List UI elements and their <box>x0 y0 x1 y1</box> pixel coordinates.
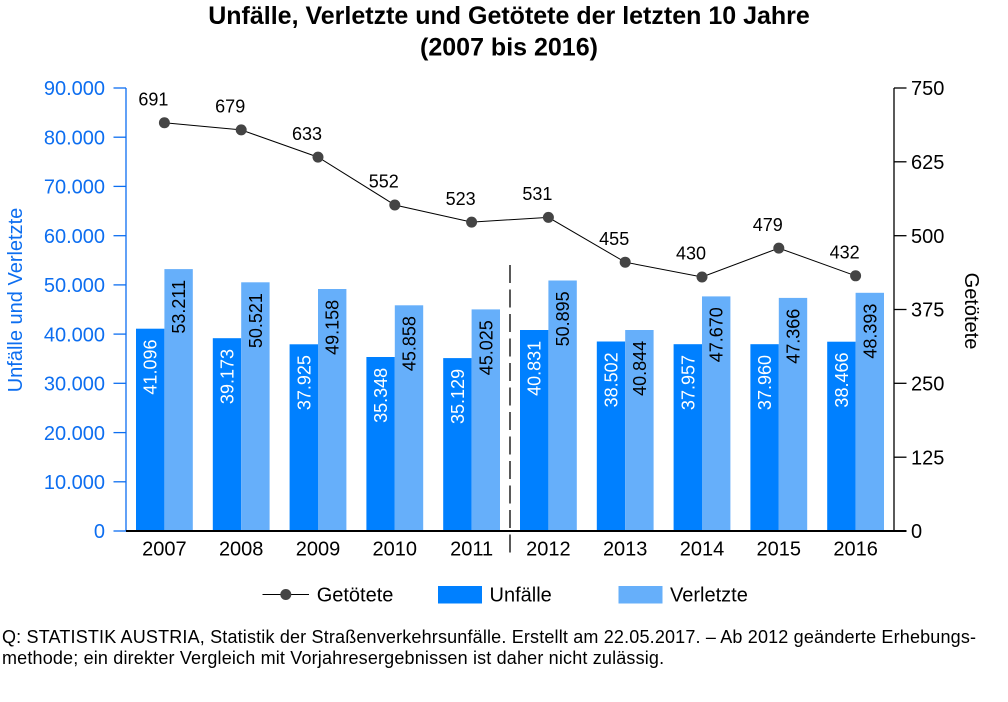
svg-text:Unfälle, Verletzte und Getötet: Unfälle, Verletzte und Getötete der letz… <box>208 2 810 30</box>
svg-text:60.000: 60.000 <box>44 226 105 248</box>
svg-text:90.000: 90.000 <box>44 78 105 100</box>
svg-text:Getötete: Getötete <box>317 585 394 607</box>
svg-text:479: 479 <box>753 215 783 235</box>
svg-text:30.000: 30.000 <box>44 374 105 396</box>
svg-text:2009: 2009 <box>296 539 341 561</box>
svg-text:625: 625 <box>911 152 944 174</box>
svg-text:50.521: 50.521 <box>246 293 266 348</box>
svg-text:455: 455 <box>599 229 629 249</box>
svg-text:40.831: 40.831 <box>525 341 545 396</box>
svg-text:750: 750 <box>911 78 944 100</box>
svg-text:41.096: 41.096 <box>141 340 161 395</box>
svg-text:523: 523 <box>446 189 476 209</box>
svg-text:45.858: 45.858 <box>400 316 420 371</box>
svg-text:Q: STATISTIK AUSTRIA, Statisti: Q: STATISTIK AUSTRIA, Statistik der Stra… <box>2 627 976 647</box>
svg-text:250: 250 <box>911 374 944 396</box>
svg-text:2013: 2013 <box>603 539 648 561</box>
svg-text:48.393: 48.393 <box>860 304 880 359</box>
svg-text:40.844: 40.844 <box>630 341 650 396</box>
svg-text:80.000: 80.000 <box>44 127 105 149</box>
svg-text:552: 552 <box>369 172 399 192</box>
svg-text:Getötete: Getötete <box>960 273 982 350</box>
svg-text:500: 500 <box>911 226 944 248</box>
svg-text:10.000: 10.000 <box>44 472 105 494</box>
svg-text:40.000: 40.000 <box>44 324 105 346</box>
svg-text:2015: 2015 <box>757 539 802 561</box>
svg-text:50.895: 50.895 <box>553 291 573 346</box>
svg-text:47.670: 47.670 <box>707 307 727 362</box>
svg-text:50.000: 50.000 <box>44 275 105 297</box>
svg-text:2011: 2011 <box>450 539 493 561</box>
svg-text:2008: 2008 <box>219 539 264 561</box>
svg-text:691: 691 <box>138 90 168 110</box>
svg-text:47.366: 47.366 <box>784 309 804 364</box>
svg-text:Unfälle und Verletzte: Unfälle und Verletzte <box>5 208 27 393</box>
svg-text:49.158: 49.158 <box>323 300 343 355</box>
svg-text:531: 531 <box>522 184 552 204</box>
svg-text:38.466: 38.466 <box>832 353 852 408</box>
svg-text:(2007 bis 2016): (2007 bis 2016) <box>420 34 598 62</box>
svg-text:53.211: 53.211 <box>169 280 189 334</box>
svg-text:37.925: 37.925 <box>294 355 314 410</box>
svg-text:125: 125 <box>911 447 944 469</box>
svg-text:430: 430 <box>676 244 706 264</box>
svg-text:633: 633 <box>292 124 322 144</box>
svg-text:38.502: 38.502 <box>602 352 622 407</box>
svg-text:37.960: 37.960 <box>755 355 775 410</box>
svg-text:37.957: 37.957 <box>678 355 698 410</box>
svg-text:0: 0 <box>94 521 105 543</box>
svg-text:2007: 2007 <box>142 539 187 561</box>
svg-text:39.173: 39.173 <box>218 349 238 404</box>
svg-text:35.348: 35.348 <box>371 368 391 423</box>
svg-text:Verletzte: Verletzte <box>670 585 748 607</box>
svg-text:2016: 2016 <box>833 539 878 561</box>
svg-text:375: 375 <box>911 300 944 322</box>
svg-text:Unfälle: Unfälle <box>490 585 552 607</box>
svg-text:432: 432 <box>830 243 860 263</box>
svg-text:45.025: 45.025 <box>476 320 496 375</box>
svg-text:0: 0 <box>911 521 922 543</box>
svg-text:2012: 2012 <box>526 539 571 561</box>
svg-text:methode; ein direkter Vergleic: methode; ein direkter Vergleich mit Vorj… <box>2 648 664 668</box>
svg-text:2010: 2010 <box>373 539 418 561</box>
svg-text:35.129: 35.129 <box>448 369 468 424</box>
svg-text:679: 679 <box>215 97 245 117</box>
svg-text:20.000: 20.000 <box>44 423 105 445</box>
svg-text:2014: 2014 <box>680 539 725 561</box>
svg-text:70.000: 70.000 <box>44 177 105 199</box>
